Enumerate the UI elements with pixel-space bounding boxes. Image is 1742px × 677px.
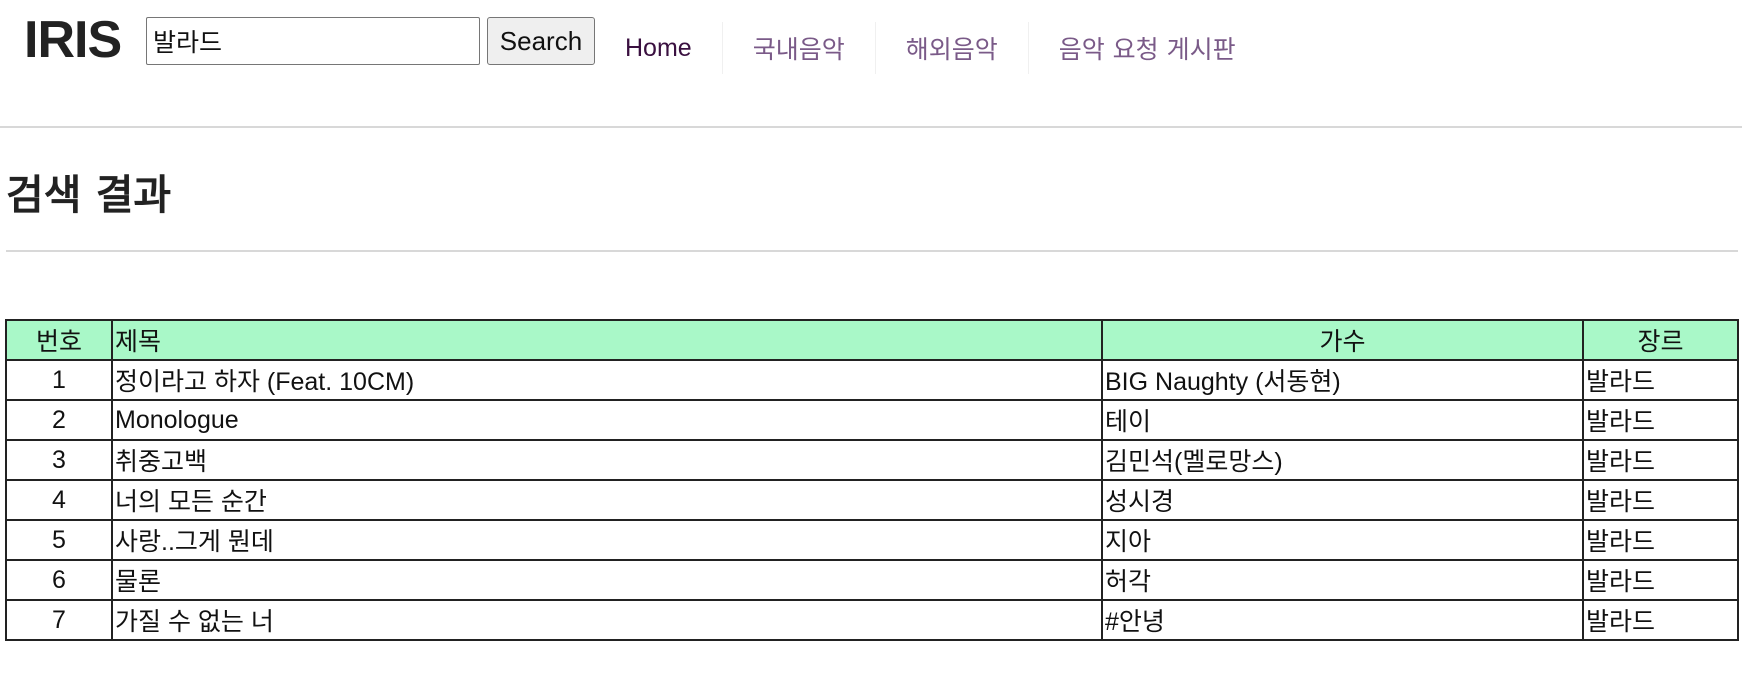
song-artist: 지아 bbox=[1101, 519, 1584, 561]
table-row[interactable]: 5 사랑..그게 뭔데 지아 발라드 bbox=[5, 519, 1739, 561]
song-artist: 김민석(멜로망스) bbox=[1101, 439, 1584, 481]
song-title[interactable]: 취중고백 bbox=[111, 439, 1103, 481]
row-number: 7 bbox=[5, 599, 113, 641]
song-title[interactable]: 물론 bbox=[111, 559, 1103, 601]
song-genre: 발라드 bbox=[1582, 519, 1739, 561]
table-row[interactable]: 3 취중고백 김민석(멜로망스) 발라드 bbox=[5, 439, 1739, 481]
song-artist: #안녕 bbox=[1101, 599, 1584, 641]
song-artist: 테이 bbox=[1101, 399, 1584, 441]
site-header: IRIS Search Home 국내음악 해외음악 음악 요청 게시판 bbox=[0, 0, 1742, 128]
nav-music-request-board[interactable]: 음악 요청 게시판 bbox=[1027, 22, 1266, 74]
table-row[interactable]: 6 물론 허각 발라드 bbox=[5, 559, 1739, 601]
song-genre: 발라드 bbox=[1582, 599, 1739, 641]
row-number: 4 bbox=[5, 479, 113, 521]
nav-home[interactable]: Home bbox=[625, 33, 692, 62]
table-row[interactable]: 4 너의 모든 순간 성시경 발라드 bbox=[5, 479, 1739, 521]
song-artist: BIG Naughty (서동현) bbox=[1101, 359, 1584, 401]
row-number: 5 bbox=[5, 519, 113, 561]
row-number: 2 bbox=[5, 399, 113, 441]
nav-domestic-music[interactable]: 국내음악 bbox=[721, 22, 875, 74]
table-header-row: 번호 제목 가수 장르 bbox=[5, 319, 1739, 361]
song-title[interactable]: 가질 수 없는 너 bbox=[111, 599, 1103, 641]
row-number: 1 bbox=[5, 359, 113, 401]
nav-international-music[interactable]: 해외음악 bbox=[874, 22, 1028, 74]
song-artist: 성시경 bbox=[1101, 479, 1584, 521]
song-title[interactable]: Monologue bbox=[111, 399, 1103, 441]
row-number: 6 bbox=[5, 559, 113, 601]
table-row[interactable]: 7 가질 수 없는 너 #안녕 발라드 bbox=[5, 599, 1739, 641]
title-divider bbox=[6, 250, 1738, 252]
site-logo[interactable]: IRIS bbox=[24, 11, 122, 69]
search-button[interactable]: Search bbox=[487, 17, 595, 65]
table-row[interactable]: 2 Monologue 테이 발라드 bbox=[5, 399, 1739, 441]
song-genre: 발라드 bbox=[1582, 559, 1739, 601]
song-title[interactable]: 너의 모든 순간 bbox=[111, 479, 1103, 521]
song-genre: 발라드 bbox=[1582, 399, 1739, 441]
song-title[interactable]: 정이라고 하자 (Feat. 10CM) bbox=[111, 359, 1103, 401]
song-artist: 허각 bbox=[1101, 559, 1584, 601]
song-title[interactable]: 사랑..그게 뭔데 bbox=[111, 519, 1103, 561]
search-results-table: 번호 제목 가수 장르 1 정이라고 하자 (Feat. 10CM) BIG N… bbox=[5, 319, 1739, 641]
search-input[interactable] bbox=[146, 17, 480, 65]
page-title: 검색 결과 bbox=[6, 171, 172, 219]
song-genre: 발라드 bbox=[1582, 359, 1739, 401]
song-genre: 발라드 bbox=[1582, 479, 1739, 521]
song-genre: 발라드 bbox=[1582, 439, 1739, 481]
table-row[interactable]: 1 정이라고 하자 (Feat. 10CM) BIG Naughty (서동현)… bbox=[5, 359, 1739, 401]
column-header-genre: 장르 bbox=[1582, 319, 1739, 361]
row-number: 3 bbox=[5, 439, 113, 481]
column-header-number: 번호 bbox=[5, 319, 113, 361]
main-nav: Home 국내음악 해외음악 음악 요청 게시판 bbox=[603, 22, 1266, 74]
column-header-artist: 가수 bbox=[1101, 319, 1584, 361]
column-header-title: 제목 bbox=[111, 319, 1103, 361]
